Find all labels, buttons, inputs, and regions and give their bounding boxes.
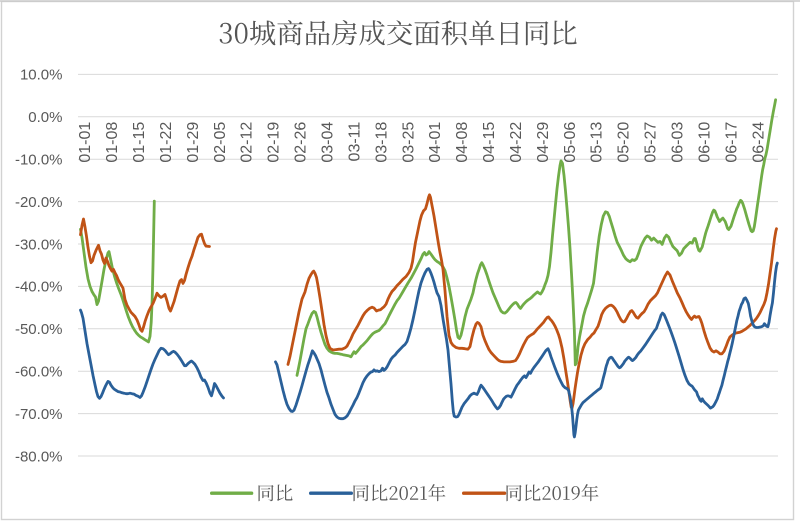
svg-text:03-18: 03-18	[373, 122, 390, 163]
svg-text:02-19: 02-19	[266, 122, 283, 163]
svg-text:10.0%: 10.0%	[20, 67, 63, 84]
svg-text:03-04: 03-04	[320, 122, 337, 163]
svg-text:02-05: 02-05	[212, 122, 229, 163]
svg-text:05-27: 05-27	[643, 122, 660, 163]
svg-text:-60.0%: -60.0%	[15, 364, 63, 381]
svg-text:-50.0%: -50.0%	[15, 321, 63, 338]
svg-text:01-22: 01-22	[158, 122, 175, 163]
svg-text:01-29: 01-29	[185, 122, 202, 163]
svg-text:06-10: 06-10	[696, 122, 713, 163]
svg-text:04-08: 04-08	[454, 122, 471, 163]
svg-text:01-15: 01-15	[131, 122, 148, 163]
svg-text:01-08: 01-08	[104, 122, 121, 163]
svg-text:04-15: 04-15	[481, 122, 498, 163]
svg-text:03-25: 03-25	[400, 122, 417, 163]
svg-text:-10.0%: -10.0%	[15, 152, 63, 169]
svg-text:04-22: 04-22	[508, 122, 525, 163]
svg-text:-80.0%: -80.0%	[15, 448, 63, 465]
svg-text:04-29: 04-29	[535, 122, 552, 163]
svg-text:-20.0%: -20.0%	[15, 194, 63, 211]
svg-text:02-26: 02-26	[293, 122, 310, 163]
svg-text:-70.0%: -70.0%	[15, 406, 63, 423]
svg-text:02-12: 02-12	[239, 122, 256, 163]
svg-text:06-03: 06-03	[670, 122, 687, 163]
svg-text:04-01: 04-01	[427, 122, 444, 163]
svg-text:06-17: 06-17	[723, 122, 740, 163]
svg-text:05-06: 05-06	[562, 122, 579, 163]
svg-text:05-13: 05-13	[589, 122, 606, 163]
svg-text:-30.0%: -30.0%	[15, 236, 63, 253]
svg-text:01-01: 01-01	[77, 122, 94, 163]
svg-text:03-11: 03-11	[346, 122, 363, 162]
svg-text:05-20: 05-20	[616, 122, 633, 163]
svg-text:0.0%: 0.0%	[28, 109, 62, 126]
svg-text:06-24: 06-24	[750, 122, 767, 163]
svg-text:-40.0%: -40.0%	[15, 279, 63, 296]
